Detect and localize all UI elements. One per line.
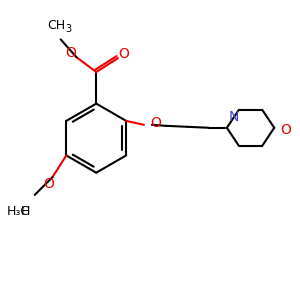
Text: O: O bbox=[43, 177, 54, 191]
Text: O: O bbox=[280, 123, 291, 137]
Text: N: N bbox=[229, 110, 239, 124]
Text: O: O bbox=[150, 116, 161, 130]
Text: O: O bbox=[65, 46, 76, 60]
Text: H₃C: H₃C bbox=[7, 205, 30, 218]
Text: H: H bbox=[20, 205, 30, 218]
Text: O: O bbox=[118, 47, 129, 61]
Text: CH: CH bbox=[48, 19, 66, 32]
Text: 3: 3 bbox=[66, 25, 72, 34]
